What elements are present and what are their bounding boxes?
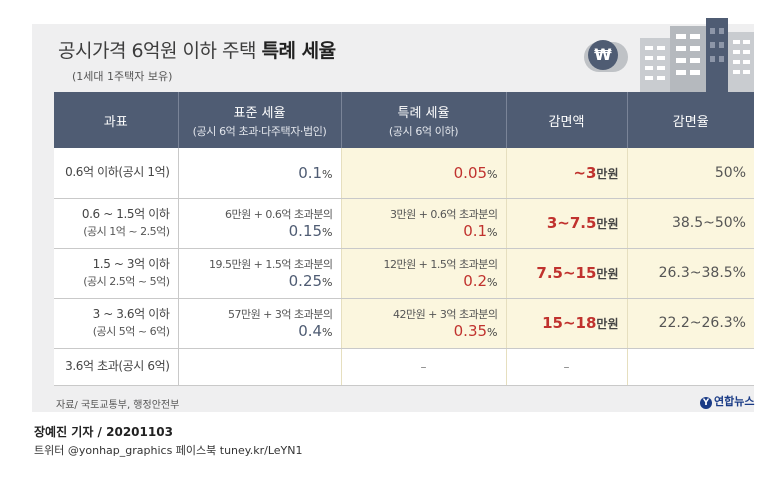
bracket-cell: 0.6억 이하(공시 1억) — [54, 148, 178, 199]
reporter-credit: 장예진 기자 / 20201103 — [34, 425, 173, 439]
reduction-cell: – — [505, 348, 627, 386]
reduction-cell: ~3만원 — [505, 148, 627, 199]
yonhap-logo-icon: Y — [700, 397, 712, 409]
standard-rate-cell: 57만원 + 3억 초과분의 0.4% — [177, 298, 341, 349]
standard-rate-cell: 6만원 + 0.6억 초과분의 0.15% — [177, 198, 341, 249]
bracket-cell: 3 ~ 3.6억 이하 (공시 5억 ~ 6억) — [54, 298, 178, 349]
bracket-cell: 0.6 ~ 1.5억 이하 (공시 1억 ~ 2.5억) — [54, 198, 178, 249]
bracket-cell: 1.5 ~ 3억 이하 (공시 2.5억 ~ 5억) — [54, 248, 178, 299]
reduction-rate-cell — [626, 348, 754, 386]
reduction-cell: 3~7.5만원 — [505, 198, 627, 249]
won-coin-icon: ₩ — [588, 40, 618, 70]
table-header-row: 과표 표준 세율 (공시 6억 초과·다주택자·법인) 특례 세율 (공시 6억 이… — [54, 92, 754, 148]
column-header-standard-rate: 표준 세율 (공시 6억 초과·다주택자·법인) — [178, 92, 342, 148]
column-header-special-rate: 특례 세율 (공시 6억 이하) — [341, 92, 507, 148]
bracket-cell: 3.6억 초과(공시 6억) — [54, 348, 178, 386]
special-rate-cell: 3만원 + 0.6억 초과분의 0.1% — [340, 198, 506, 249]
reduction-rate-cell: 38.5~50% — [626, 198, 754, 249]
reduction-cell: 15~18만원 — [505, 298, 627, 349]
table-row: 0.6억 이하(공시 1억) 0.1% 0.05% ~3만원 50% — [54, 148, 754, 199]
apartment-buildings-icon — [640, 18, 754, 92]
special-rate-cell: – — [340, 348, 506, 386]
standard-rate-cell — [177, 348, 341, 386]
table-row: 0.6 ~ 1.5억 이하 (공시 1억 ~ 2.5억) 6만원 + 0.6억 초… — [54, 198, 754, 249]
special-rate-cell: 0.05% — [340, 148, 506, 199]
special-rate-cell: 42만원 + 3억 초과분의 0.35% — [340, 298, 506, 349]
chart-title: 공시가격 6억원 이하 주택 특례 세율 — [58, 40, 336, 62]
table-row: 3 ~ 3.6억 이하 (공시 5억 ~ 6억) 57만원 + 3억 초과분의 0.… — [54, 298, 754, 349]
column-header-reduction: 감면액 — [506, 92, 628, 148]
special-rate-cell: 12만원 + 1.5억 초과분의 0.2% — [340, 248, 506, 299]
table-row: 1.5 ~ 3억 이하 (공시 2.5억 ~ 5억) 19.5만원 + 1.5억 … — [54, 248, 754, 299]
reduction-rate-cell: 50% — [626, 148, 754, 199]
column-header-reduction-rate: 감면율 — [627, 92, 754, 148]
standard-rate-cell: 19.5만원 + 1.5억 초과분의 0.25% — [177, 248, 341, 299]
social-links: 트위터 @yonhap_graphics 페이스북 tuney.kr/LeYN1 — [34, 444, 303, 457]
tax-rate-table: 과표 표준 세율 (공시 6억 초과·다주택자·법인) 특례 세율 (공시 6억 이… — [54, 92, 754, 386]
yonhap-logo: Y 연합뉴스 — [700, 393, 754, 409]
standard-rate-cell: 0.1% — [177, 148, 341, 199]
reduction-rate-cell: 22.2~26.3% — [626, 298, 754, 349]
table-row: 3.6억 초과(공시 6억) – – — [54, 348, 754, 386]
source-note: 자료/ 국토교통부, 행정안전부 — [56, 400, 180, 411]
column-header-bracket: 과표 — [54, 92, 179, 148]
reduction-rate-cell: 26.3~38.5% — [626, 248, 754, 299]
chart-subtitle: (1세대 1주택자 보유) — [72, 70, 173, 83]
reduction-cell: 7.5~15만원 — [505, 248, 627, 299]
